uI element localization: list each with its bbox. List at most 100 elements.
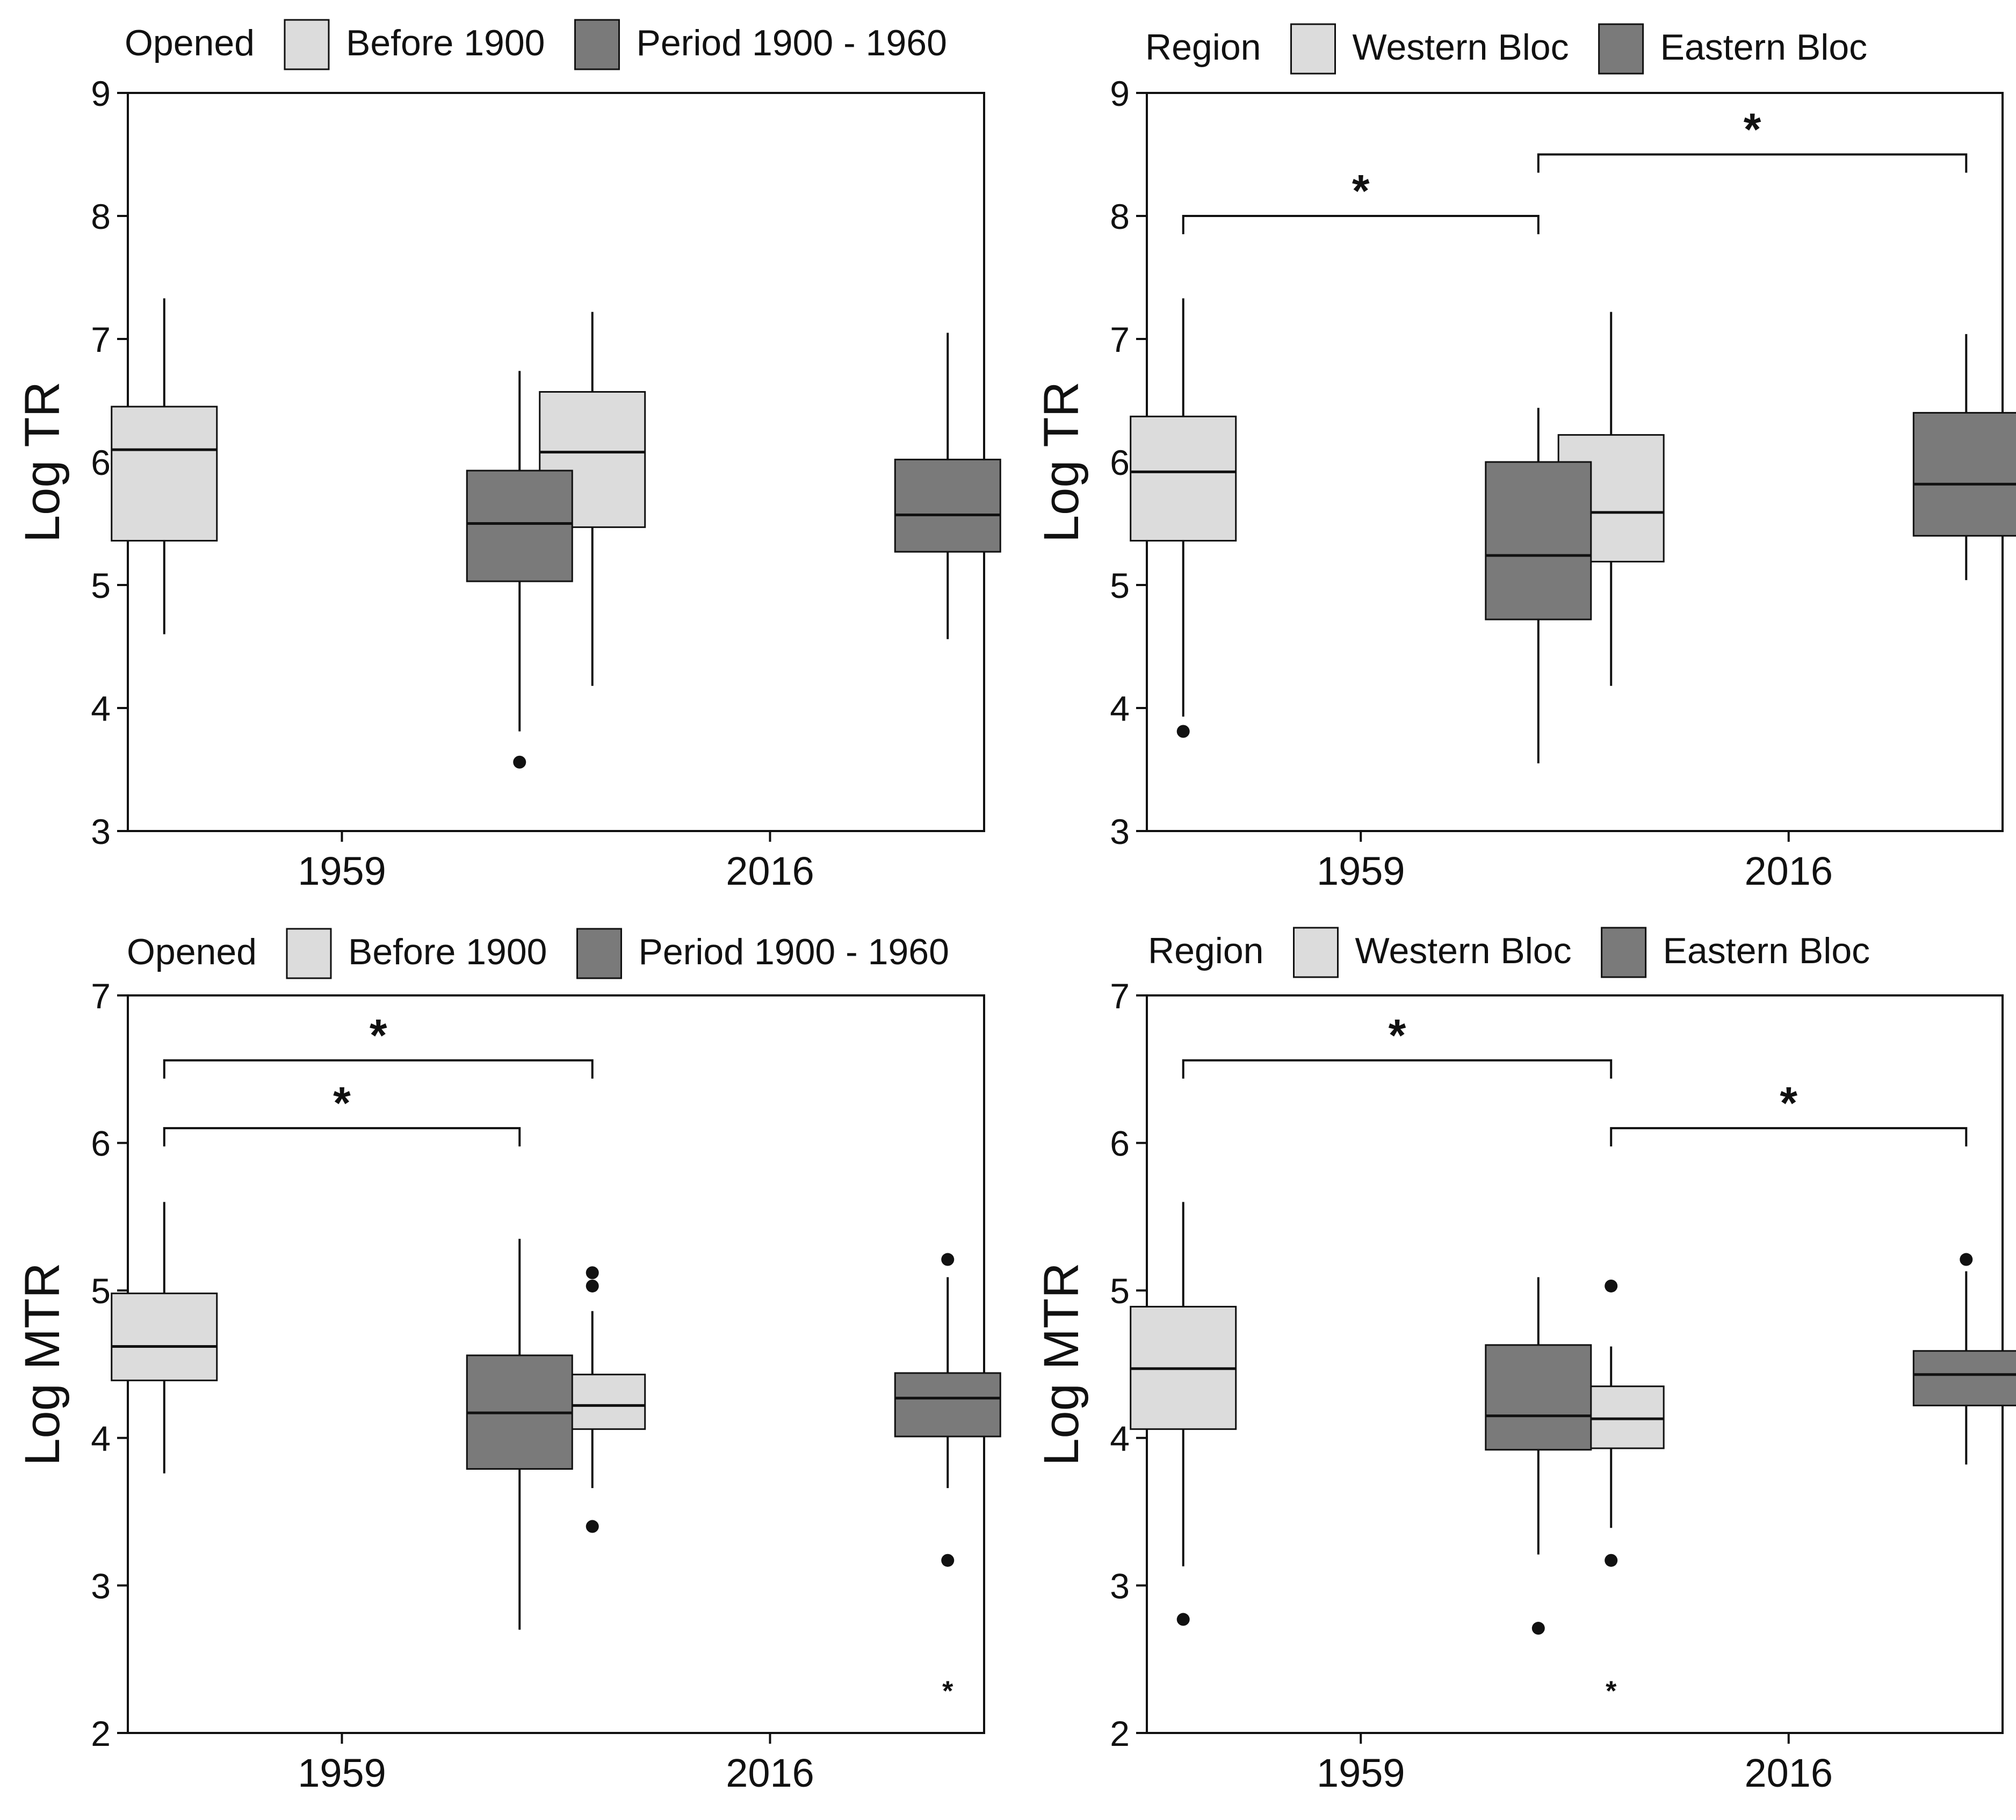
significance-bracket: [1182, 215, 1540, 234]
y-tick-label: 6: [1110, 443, 1130, 482]
y-axis-label: Log TR: [15, 381, 70, 543]
y-tick-label: 9: [1110, 74, 1130, 113]
legend-label: Eastern Bloc: [1663, 930, 1870, 971]
outlier-point: [1176, 1613, 1190, 1626]
outlier-point: [1960, 1253, 1973, 1266]
legend-label: Western Bloc: [1355, 930, 1572, 971]
y-tick-label: 3: [91, 1566, 111, 1606]
outlier-point: [586, 1520, 599, 1533]
legend-label: Before 1900: [348, 931, 547, 972]
legend: Opened Before 1900 Period 1900 - 1960: [127, 928, 949, 979]
outlier-point: [941, 1253, 955, 1266]
legend-swatch: [1601, 927, 1647, 978]
panel-4: 2 3 4 5 6 7 Log MTR 1959 2016 * * * Region Western Bl…: [1034, 927, 2016, 1795]
significance-star: *: [1744, 104, 1761, 155]
significance-star: *: [1352, 165, 1370, 216]
y-tick-label: 7: [1110, 320, 1130, 359]
y-tick-label: 3: [1110, 812, 1130, 851]
box-iqr: [1912, 411, 2016, 537]
box-iqr: [1912, 1350, 2016, 1406]
y-tick-label: 5: [1110, 566, 1130, 605]
legend-label: Period 1900 - 1960: [637, 23, 947, 63]
box-western-bloc-1959: [1130, 298, 1237, 738]
x-tick-label: 1959: [298, 1751, 386, 1795]
significance-bracket: [163, 1059, 594, 1079]
y-axis-label: Log TR: [1034, 381, 1089, 543]
x-tick-label: 2016: [1744, 849, 1833, 893]
significance-bracket: [1610, 1127, 1968, 1147]
box-before-1900-1959: [111, 298, 218, 634]
y-tick-label: 8: [91, 197, 111, 236]
box-period-1900-1960-2016: [894, 333, 1001, 639]
legend-swatch: [284, 19, 330, 70]
y-tick-label: 5: [91, 1271, 111, 1311]
legend-title: Opened: [127, 931, 257, 972]
significance-star: *: [1780, 1078, 1797, 1128]
legend: Opened Before 1900 Period 1900 - 1960: [125, 19, 947, 70]
extreme-marker: *: [1606, 1676, 1617, 1707]
extreme-marker: *: [942, 1676, 953, 1707]
x-tick-label: 1959: [1317, 849, 1405, 893]
y-tick-label: 6: [91, 1124, 111, 1164]
outlier-point: [941, 1554, 955, 1567]
panel-2: 3 4 5 6 7 8 9 Log TR 1959 2016 * * Region Western Blo…: [1034, 23, 2016, 893]
outlier-point: [1531, 1622, 1545, 1635]
legend-swatch: [1598, 23, 1644, 75]
box-iqr: [894, 1372, 1001, 1438]
significance-bracket: [1182, 1059, 1613, 1079]
y-axis-label: Log MTR: [1034, 1262, 1089, 1465]
outlier-point: [1605, 1554, 1618, 1567]
y-tick-label: 6: [1110, 1124, 1130, 1164]
box-western-bloc-2016: *: [1557, 1279, 1665, 1707]
legend-swatch: [286, 928, 332, 979]
box-eastern-bloc-2016: [1912, 1253, 2016, 1465]
significance-bracket: [1537, 153, 1968, 173]
x-tick-label: 1959: [1317, 1751, 1405, 1795]
outlier-point: [586, 1279, 599, 1292]
y-tick-label: 7: [1110, 976, 1130, 1016]
box-eastern-bloc-1959: [1485, 408, 1592, 764]
box-iqr: [1130, 415, 1237, 542]
box-iqr: [894, 458, 1001, 553]
y-tick-label: 3: [1110, 1566, 1130, 1606]
box-iqr: [1485, 1344, 1592, 1451]
legend-title: Region: [1145, 27, 1261, 68]
significance-star: *: [333, 1078, 351, 1128]
y-tick-label: 2: [91, 1714, 111, 1753]
y-tick-label: 7: [91, 320, 111, 359]
box-eastern-bloc-2016: [1912, 334, 2016, 580]
legend-label: Period 1900 - 1960: [639, 931, 949, 972]
legend: Region Western Bloc Eastern Bloc: [1145, 23, 1868, 75]
y-tick-label: 6: [91, 443, 111, 482]
legend-title: Opened: [125, 23, 255, 63]
x-tick-label: 2016: [1744, 1751, 1833, 1795]
outlier-point: [1176, 725, 1190, 738]
box-iqr: [111, 406, 218, 542]
y-tick-label: 4: [1110, 1419, 1130, 1458]
y-tick-label: 4: [91, 1419, 111, 1458]
box-eastern-bloc-1959: [1485, 1277, 1592, 1635]
panel-1: 3 4 5 6 7 8 9 Log TR 1959 2016 Opened Before 1900 Pe…: [15, 19, 1001, 893]
y-tick-label: 7: [91, 976, 111, 1016]
box-iqr: [466, 470, 573, 582]
box-period-1900-1960-2016: *: [894, 1253, 1001, 1707]
box-before-1900-1959: [111, 1202, 218, 1474]
x-tick-label: 2016: [726, 849, 814, 893]
significance-bracket: [163, 1127, 521, 1147]
y-tick-label: 5: [91, 566, 111, 605]
y-tick-label: 8: [1110, 197, 1130, 236]
y-tick-label: 9: [91, 74, 111, 113]
outlier-point: [586, 1266, 599, 1280]
legend-label: Western Bloc: [1353, 27, 1569, 68]
y-tick-label: 3: [91, 812, 111, 851]
outlier-point: [513, 755, 526, 769]
legend-swatch: [576, 928, 622, 979]
legend-label: Eastern Bloc: [1660, 27, 1868, 68]
legend-swatch: [574, 19, 620, 70]
legend-swatch: [1293, 927, 1339, 978]
legend-title: Region: [1148, 930, 1264, 971]
y-tick-label: 4: [1110, 689, 1130, 728]
x-tick-label: 1959: [298, 849, 386, 893]
box-period-1900-1960-1959: [466, 1239, 573, 1630]
